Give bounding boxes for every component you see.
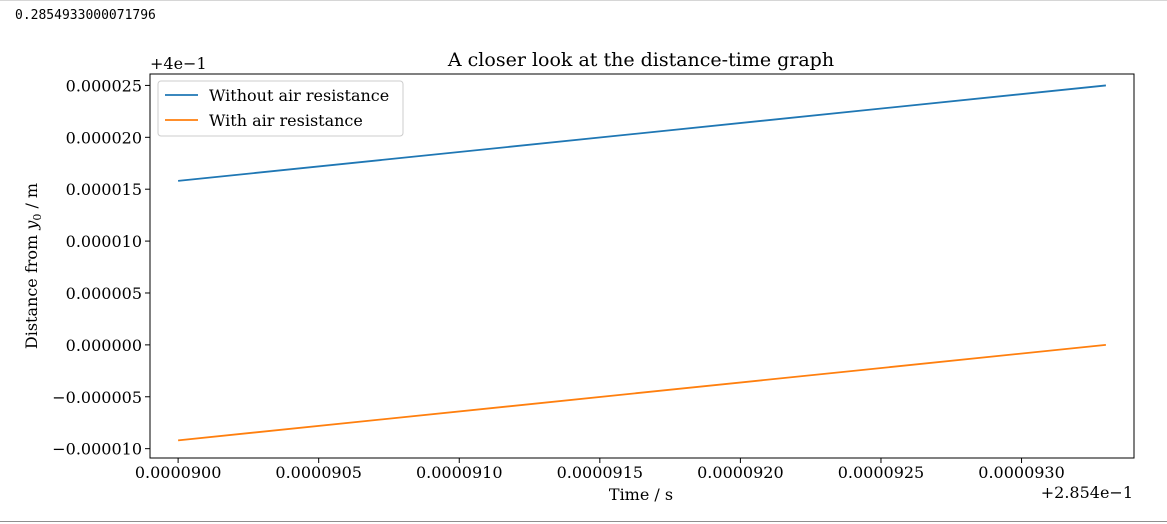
x-tick-label: 0.0000925 [838, 463, 925, 482]
x-tick-label: 0.0000910 [416, 463, 503, 482]
series-line-0 [178, 84, 1106, 182]
x-offset-label: +2.854e−1 [1041, 483, 1133, 502]
cell-bottom-divider [0, 521, 1167, 522]
cell-top-divider [0, 0, 1167, 1]
y-axis-ticks: −0.000010 −0.000005 0.000000 0.000005 0.0000… [52, 76, 150, 459]
y-offset-label: +4e−1 [150, 54, 207, 73]
x-axis-ticks: 0.0000900 0.0000905 0.0000910 0.0000915 0.00… [135, 458, 1065, 482]
y-tick-label: 0.000010 [66, 232, 142, 251]
chart-title: A closer look at the distance-time graph [447, 49, 834, 71]
x-tick-label: 0.0000915 [557, 463, 644, 482]
y-tick-label: 0.000005 [66, 284, 142, 303]
y-axis-label: Distance from y0 / m [22, 183, 44, 349]
legend: Without air resistance With air resistan… [157, 80, 404, 137]
x-axis-label: Time / s [609, 485, 673, 504]
output-value-text: 0.2854933000071796 [15, 8, 156, 23]
x-tick-label: 0.0000905 [275, 463, 362, 482]
series-layer [178, 84, 1106, 442]
x-tick-label: 0.0000930 [978, 463, 1065, 482]
legend-label-with-air-resistance: With air resistance [209, 111, 363, 130]
legend-box [157, 80, 404, 137]
y-tick-label: −0.000005 [52, 388, 142, 407]
y-tick-label: 0.000015 [66, 180, 142, 199]
y-tick-label: 0.000020 [66, 128, 142, 147]
y-tick-label: 0.000025 [66, 76, 142, 95]
x-tick-label: 0.0000920 [697, 463, 784, 482]
y-tick-label: −0.000010 [52, 440, 142, 459]
x-tick-label: 0.0000900 [135, 463, 222, 482]
series-line-1 [178, 343, 1106, 442]
y-tick-label: 0.000000 [66, 336, 142, 355]
legend-label-without-air-resistance: Without air resistance [209, 86, 389, 105]
plot-area-frame [149, 73, 1135, 459]
